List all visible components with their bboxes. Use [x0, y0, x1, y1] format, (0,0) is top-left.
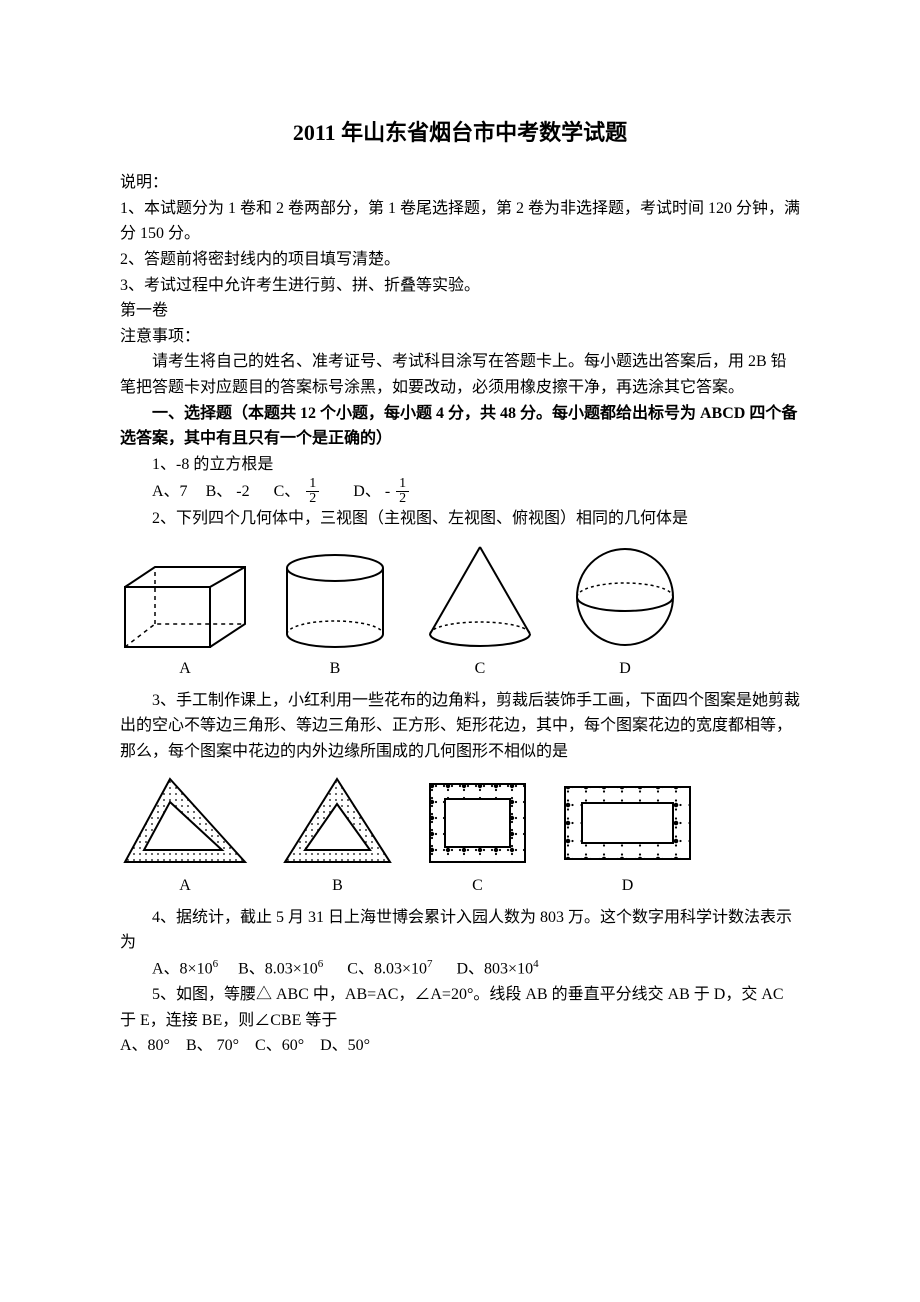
q2-label-A: A [179, 656, 191, 682]
part1-label: 第一卷 [120, 298, 800, 324]
q1-D-neg: - [385, 479, 390, 505]
q1-choice-A: A、7 [152, 479, 188, 505]
q4-A-pre: A、8×10 [152, 960, 213, 977]
q1-choices: A、7 B、 -2 C、 1 2 D、 - 1 2 [152, 477, 800, 506]
q2-fig-D: D [570, 542, 680, 682]
q2-label-B: B [330, 656, 341, 682]
q4-C-pre: C、8.03×10 [347, 960, 427, 977]
q4-B-pre: B、8.03×10 [238, 960, 318, 977]
sphere-icon [570, 542, 680, 652]
q3-label-A: A [179, 873, 191, 899]
q1-stem: 1、-8 的立方根是 [120, 452, 800, 478]
q1-C-den: 2 [306, 492, 319, 506]
cuboid-icon [120, 562, 250, 652]
q4-D-pre: D、803×10 [457, 960, 534, 977]
q3-figures: A B [120, 774, 800, 899]
intro-label: 说明： [120, 170, 800, 196]
notice-label: 注意事项： [120, 324, 800, 350]
q3-fig-C: C [425, 779, 530, 899]
section1-heading: 一、选择题（本题共 12 个小题，每小题 4 分，共 48 分。每小题都给出标号… [120, 401, 800, 452]
q5-B: B、 70° [186, 1037, 239, 1054]
q1-D-den: 2 [396, 492, 409, 506]
q4-D-sup: 4 [533, 958, 539, 970]
q3-fig-B: B [280, 774, 395, 899]
q2-label-C: C [475, 656, 486, 682]
q1-choice-D-prefix: D、 [353, 479, 381, 505]
q3-label-C: C [472, 873, 483, 899]
q2-label-D: D [619, 656, 631, 682]
q2-fig-C: C [420, 542, 540, 682]
q1-C-num: 1 [306, 477, 319, 492]
q2-figures: A B [120, 542, 800, 682]
q4-C-sup: 7 [427, 958, 433, 970]
q4-choices: A、8×106 B、8.03×106 C、8.03×107 D、803×104 [152, 956, 800, 982]
q1-choice-C-prefix: C、 [274, 479, 301, 505]
q4-B-sup: 6 [318, 958, 324, 970]
equilateral-triangle-frame-icon [280, 774, 395, 869]
scalene-triangle-frame-icon [120, 774, 250, 869]
q1-choice-B: B、 -2 [206, 479, 250, 505]
q3-label-D: D [622, 873, 634, 899]
rectangle-frame-icon [560, 779, 695, 869]
q3-stem: 3、手工制作课上，小红利用一些花布的边角料，剪裁后装饰手工画，下面四个图案是她剪… [120, 688, 800, 765]
q5-stem: 5、如图，等腰△ ABC 中，AB=AC，∠A=20°。线段 AB 的垂直平分线… [120, 982, 800, 1033]
intro-p3: 3、考试过程中允许考生进行剪、拼、折叠等实验。 [120, 273, 800, 299]
q5-C: C、60° [255, 1037, 304, 1054]
q4-A-sup: 6 [213, 958, 219, 970]
q1-D-num: 1 [396, 477, 409, 492]
q1-choice-D-frac: 1 2 [396, 477, 409, 506]
q5-D: D、50° [320, 1037, 370, 1054]
q4-stem: 4、据统计，截止 5 月 31 日上海世博会累计入园人数为 803 万。这个数字… [120, 905, 800, 956]
q2-stem: 2、下列四个几何体中，三视图（主视图、左视图、俯视图）相同的几何体是 [120, 506, 800, 532]
intro-p1: 1、本试题分为 1 卷和 2 卷两部分，第 1 卷尾选择题，第 2 卷为非选择题… [120, 196, 800, 247]
cylinder-icon [280, 552, 390, 652]
q3-fig-D: D [560, 779, 695, 899]
q2-fig-A: A [120, 562, 250, 682]
notice-text: 请考生将自己的姓名、准考证号、考试科目涂写在答题卡上。每小题选出答案后，用 2B… [120, 349, 800, 400]
q2-fig-B: B [280, 552, 390, 682]
q3-label-B: B [332, 873, 343, 899]
q5-A: A、80° [120, 1037, 170, 1054]
page-title: 2011 年山东省烟台市中考数学试题 [120, 115, 800, 150]
q1-choice-C-frac: 1 2 [306, 477, 319, 506]
q5-choices: A、80° B、 70° C、60° D、50° [120, 1033, 800, 1059]
q3-fig-A: A [120, 774, 250, 899]
exam-page: 2011 年山东省烟台市中考数学试题 说明： 1、本试题分为 1 卷和 2 卷两… [0, 0, 920, 1119]
intro-p2: 2、答题前将密封线内的项目填写清楚。 [120, 247, 800, 273]
cone-icon [420, 542, 540, 652]
square-frame-icon [425, 779, 530, 869]
